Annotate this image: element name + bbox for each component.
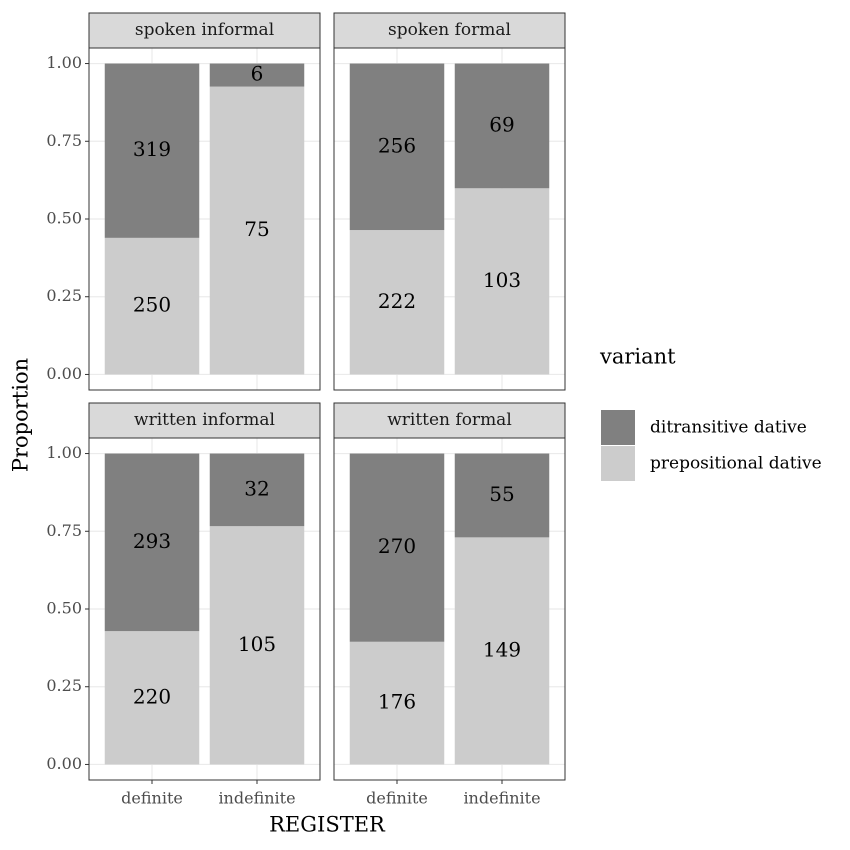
bar-segment bbox=[349, 453, 445, 642]
bar-segment bbox=[349, 63, 445, 231]
x-tick-label: indefinite bbox=[218, 789, 295, 808]
data-label: 149 bbox=[483, 637, 521, 661]
x-tick-label: indefinite bbox=[463, 789, 540, 808]
strip bbox=[88, 12, 321, 49]
legend-label: prepositional dative bbox=[650, 454, 822, 474]
y-tick-label: 0.25 bbox=[46, 286, 82, 305]
panel-border bbox=[88, 47, 321, 391]
y-tick-label: 0.25 bbox=[46, 676, 82, 695]
y-tick-label: 0.50 bbox=[46, 599, 82, 618]
legend-title: variant bbox=[599, 345, 676, 369]
bar-segment bbox=[349, 641, 445, 765]
bar-segment bbox=[104, 631, 200, 765]
y-tick-label: 0.00 bbox=[46, 754, 82, 773]
data-label: 6 bbox=[251, 62, 264, 86]
facet-title: spoken formal bbox=[388, 20, 511, 40]
bar-segment bbox=[454, 188, 550, 375]
data-label: 293 bbox=[133, 529, 171, 553]
y-tick-label: 1.00 bbox=[46, 443, 82, 462]
legend-key bbox=[601, 410, 635, 445]
strip bbox=[333, 402, 566, 439]
panel-border bbox=[88, 437, 321, 781]
y-tick-label: 1.00 bbox=[46, 53, 82, 72]
data-label: 69 bbox=[489, 112, 514, 136]
bar-segment bbox=[349, 230, 445, 375]
data-label: 270 bbox=[378, 534, 416, 558]
data-label: 176 bbox=[378, 690, 416, 714]
data-label: 222 bbox=[378, 289, 416, 313]
data-label: 220 bbox=[133, 684, 171, 708]
x-axis-title: REGISTER bbox=[269, 813, 386, 837]
x-tick-label: definite bbox=[366, 789, 428, 808]
data-label: 250 bbox=[133, 293, 171, 317]
y-axis-title: Proportion bbox=[9, 358, 33, 472]
y-tick-label: 0.00 bbox=[46, 364, 82, 383]
bar-segment bbox=[454, 453, 550, 538]
y-tick-label: 0.50 bbox=[46, 209, 82, 228]
x-tick-label: definite bbox=[121, 789, 183, 808]
data-label: 105 bbox=[238, 632, 276, 656]
bar-segment bbox=[209, 453, 305, 527]
strip bbox=[333, 12, 566, 49]
bar-segment bbox=[209, 526, 305, 765]
facet-title: written formal bbox=[387, 410, 512, 430]
data-label: 319 bbox=[133, 137, 171, 161]
bar-segment bbox=[454, 63, 550, 189]
y-tick-label: 0.75 bbox=[46, 131, 82, 150]
strip bbox=[88, 402, 321, 439]
bar-segment bbox=[454, 537, 550, 765]
panel-border bbox=[333, 47, 566, 391]
facet-title: written informal bbox=[134, 410, 275, 430]
data-label: 55 bbox=[489, 482, 514, 506]
panel-border bbox=[333, 437, 566, 781]
data-label: 256 bbox=[378, 133, 416, 157]
bar-segment bbox=[104, 453, 200, 632]
data-label: 32 bbox=[244, 476, 269, 500]
data-label: 103 bbox=[483, 268, 521, 292]
bar-segment bbox=[209, 63, 305, 87]
bar-segment bbox=[209, 86, 305, 375]
legend-key bbox=[601, 446, 635, 481]
facet-title: spoken informal bbox=[135, 20, 274, 40]
bar-segment bbox=[104, 63, 200, 238]
legend-label: ditransitive dative bbox=[650, 418, 807, 438]
bar-segment bbox=[104, 237, 200, 375]
data-label: 75 bbox=[244, 217, 269, 241]
y-tick-label: 0.75 bbox=[46, 521, 82, 540]
